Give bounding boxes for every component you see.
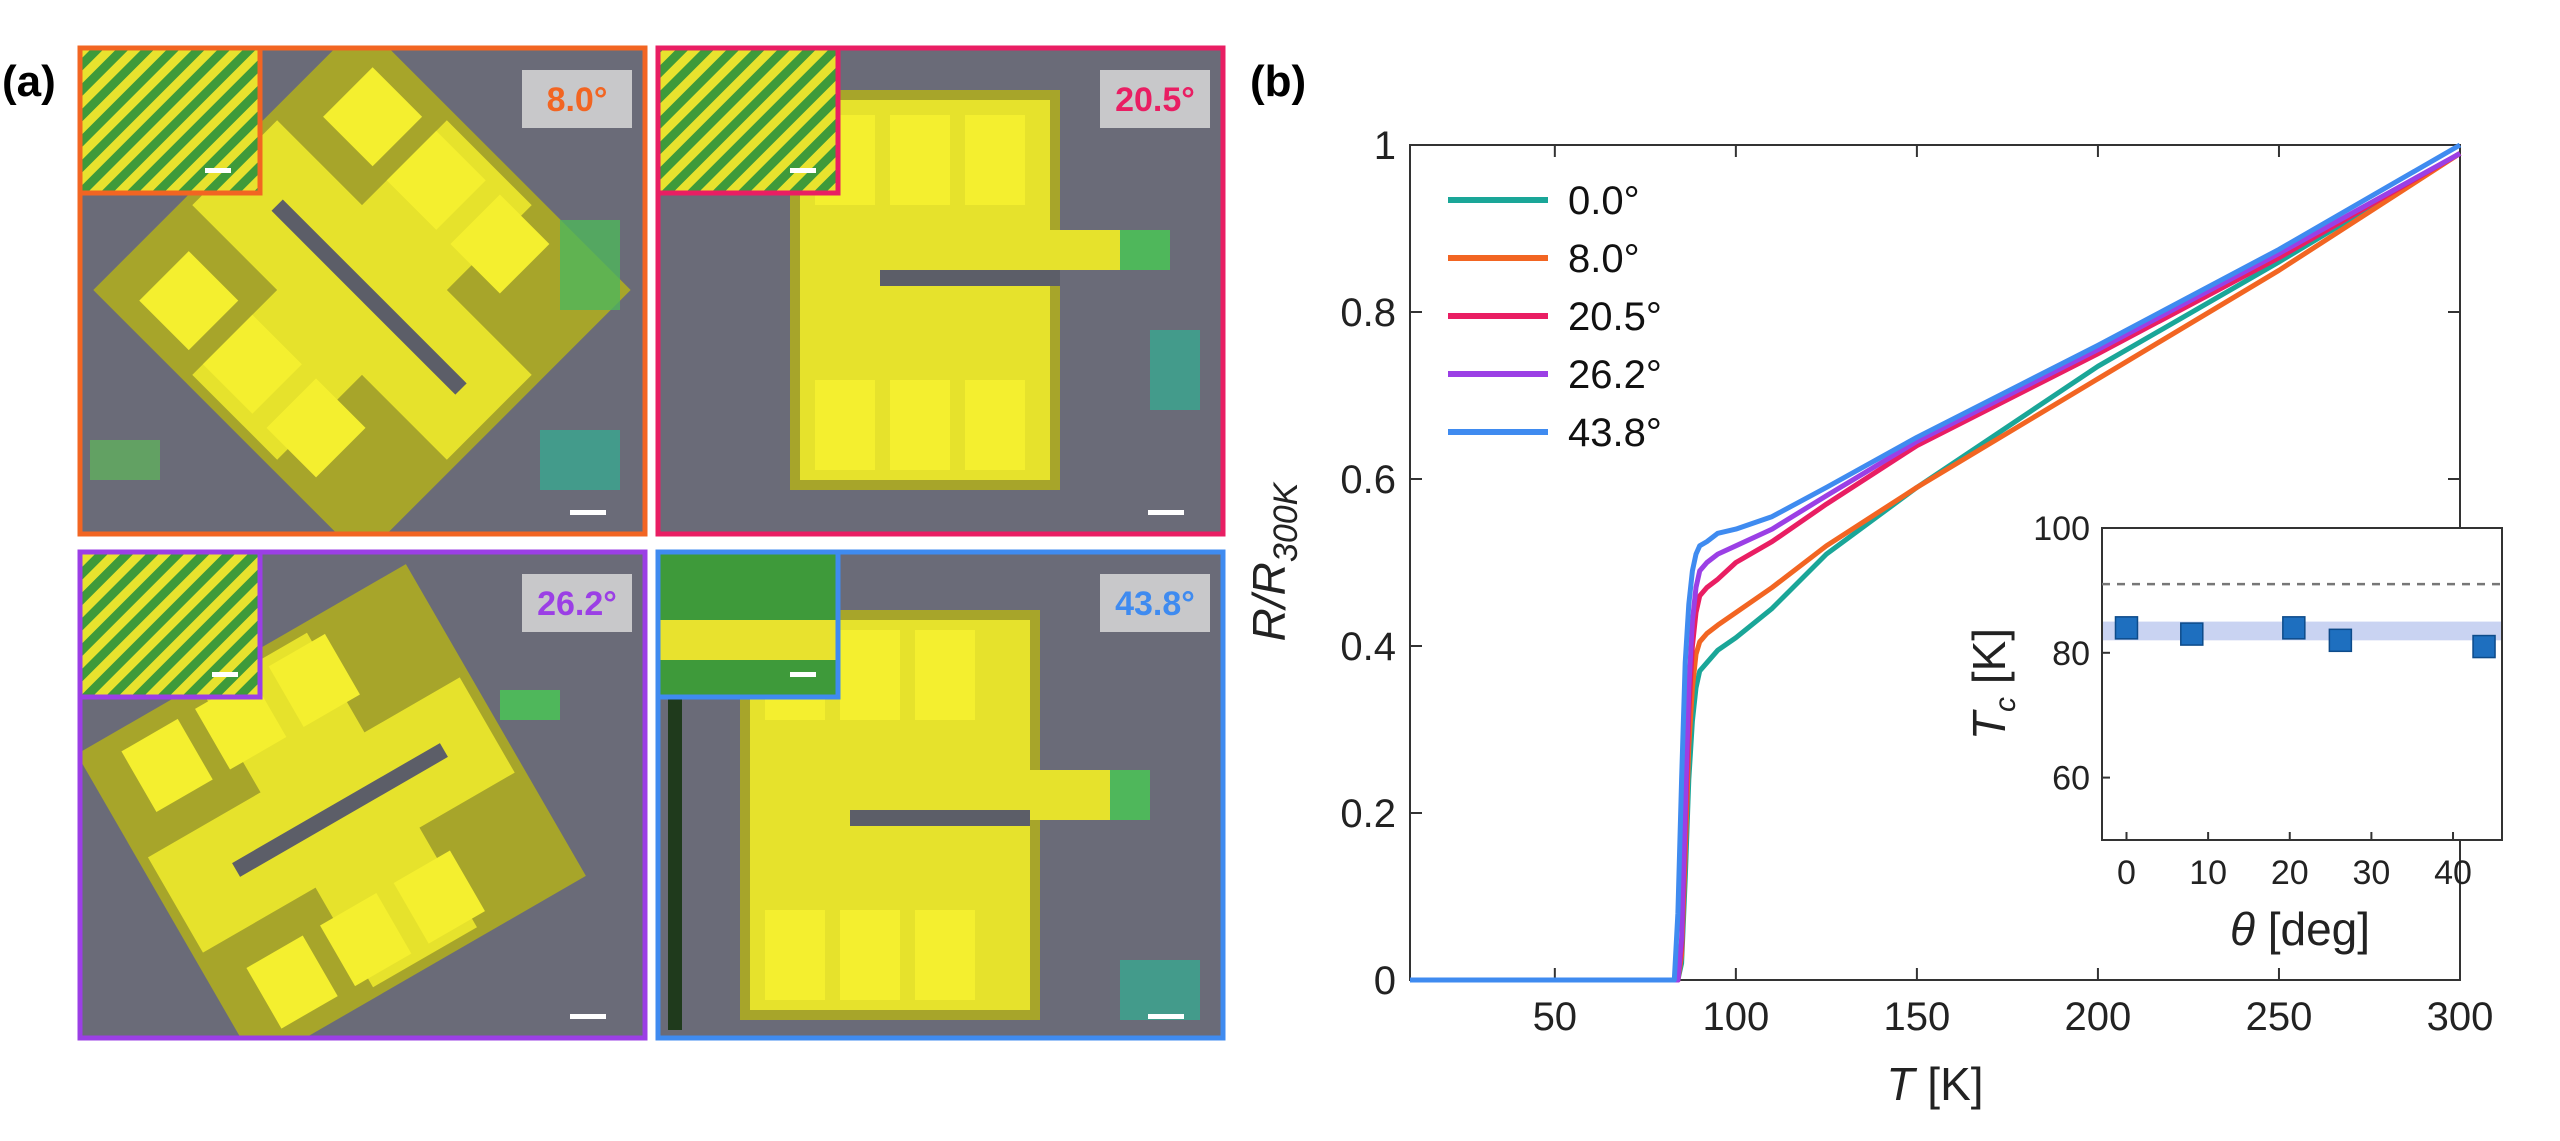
inset-y-axis-label-unit: [K] [1963,628,2015,697]
inset-y-ticks: 60 80 100 [2033,510,2110,798]
main-y-tick-label: 0.6 [1340,458,1396,502]
tc-point [2472,634,2496,659]
inset-y-axis-label-main: T [1963,709,2015,740]
main-y-tick-label: 0 [1374,959,1396,1003]
main-x-ticks: 50 100 150 200 250 300 [1533,145,2494,1039]
image-frame [655,45,1226,537]
inset-chart: 0 10 20 30 40 60 80 100 θ [deg] Tc [K] [1963,510,2503,955]
inset-y-axis-label-sub: c [1989,697,2022,712]
micrograph-20-5-deg: 20.5° [655,45,1226,537]
scale-bar [570,510,606,515]
main-y-axis-label: R/R300K [1243,481,1305,641]
image-frame [655,549,1226,1041]
inset-zoom [77,45,263,196]
main-y-axis-label-main: R/R [1243,562,1295,641]
image-frame [77,45,648,537]
panel-a-label: (a) [2,57,56,106]
inset-zoom [655,45,841,196]
inset-x-tick-label: 40 [2434,854,2472,892]
angle-label: 8.0° [547,81,608,119]
main-x-axis-label: T [K] [1886,1058,1983,1110]
inset-x-ticks: 0 10 20 30 40 [2117,832,2472,892]
inset-y-tick-label: 60 [2052,760,2090,798]
scale-bar [1148,1014,1184,1019]
inset-x-tick-label: 10 [2189,854,2227,892]
main-x-tick-label: 50 [1533,995,1578,1039]
main-x-axis-label-variable: T [1886,1058,1917,1110]
main-y-axis-label-sub: 300K [1267,481,1305,562]
series-line-43.8° [1410,142,2462,983]
main-x-axis-label-unit: [K] [1915,1058,1984,1110]
inset-y-tick-label: 100 [2033,510,2090,548]
panel-b-label: (b) [1250,57,1306,106]
main-x-tick-label: 300 [2427,995,2494,1039]
inset-x-axis-label-unit: [deg] [2255,903,2370,955]
legend-label: 8.0° [1568,237,1640,281]
angle-label: 43.8° [1115,585,1195,623]
micrograph-26-2-deg: 26.2° [77,549,648,1041]
legend-label: 26.2° [1568,353,1662,397]
inset-points [2114,616,2496,659]
tc-point [2180,622,2204,646]
angle-label-box [522,70,632,128]
inset-x-tick-label: 20 [2271,854,2309,892]
inset-x-tick-label: 30 [2352,854,2390,892]
device-image [90,48,631,534]
main-y-tick-label: 1 [1374,124,1396,168]
inset-plot-area [2101,527,2503,841]
legend-label: 0.0° [1568,179,1640,223]
tc-point [2114,616,2139,640]
main-x-tick-label: 100 [1702,995,1769,1039]
inset-x-axis-label: θ [deg] [2230,903,2370,955]
inset-y-tick-label: 80 [2052,635,2090,673]
angle-label: 20.5° [1115,81,1195,119]
inset-zoom [655,549,841,700]
series-line-26.2° [1410,151,2462,983]
scale-bar [570,1014,606,1019]
inset-y-axis-label: Tc [K] [1963,628,2022,740]
main-legend: 0.0° 8.0° 20.5° 26.2° 43.8° [1448,179,1662,455]
main-y-ticks: 0 0.2 0.4 0.6 0.8 1 [1340,124,2460,1003]
inset-x-tick-label: 0 [2117,854,2136,892]
main-x-tick-label: 250 [2246,995,2313,1039]
image-frame [77,549,648,1041]
tc-point [2282,616,2306,640]
scale-bar [1148,510,1184,515]
main-y-tick-label: 0.2 [1340,792,1396,836]
inset-zoom [77,549,263,700]
micrograph-43-8-deg: 43.8° [655,549,1226,1041]
legend-label: 20.5° [1568,295,1662,339]
main-y-tick-label: 0.4 [1340,625,1396,669]
inset-x-axis-label-variable: θ [2230,903,2255,955]
angle-label-box [1100,574,1210,632]
main-x-tick-label: 150 [1884,995,1951,1039]
tc-point [2328,628,2353,653]
main-y-tick-label: 0.8 [1340,291,1396,335]
main-x-tick-label: 200 [2065,995,2132,1039]
angle-label-box [1100,70,1210,128]
device-image [790,90,1200,490]
micrograph-8-deg: 8.0° [77,45,648,537]
legend-label: 43.8° [1568,411,1662,455]
main-series-lines [1410,142,2462,983]
angle-label-box [522,574,632,632]
angle-label: 26.2° [537,585,617,623]
